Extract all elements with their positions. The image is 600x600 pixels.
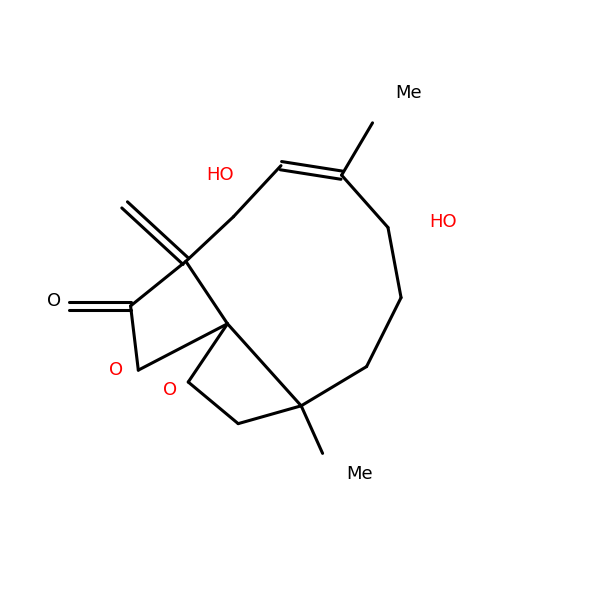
Text: Me: Me — [346, 464, 373, 482]
Text: HO: HO — [206, 166, 233, 184]
Text: O: O — [163, 382, 178, 400]
Text: O: O — [109, 361, 123, 379]
Text: Me: Me — [395, 84, 422, 102]
Text: O: O — [47, 292, 61, 310]
Text: HO: HO — [430, 212, 457, 230]
